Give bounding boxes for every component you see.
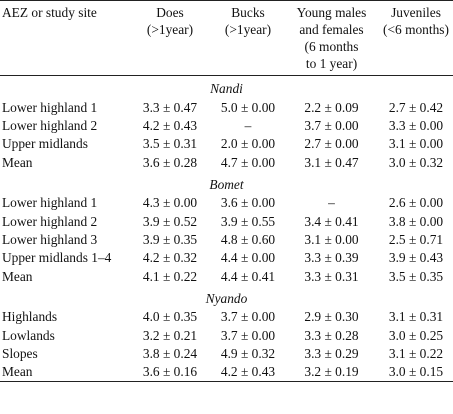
cell-does: 4.0 ± 0.35	[142, 309, 198, 325]
cell-site: Lowlands	[2, 327, 55, 343]
header-row: AEZ or study site Does (>1year) Bucks (>1y…	[0, 0, 453, 76]
table-row: Mean 3.6 ± 0.28 4.7 ± 0.00 3.1 ± 0.47 3.0 ± …	[0, 153, 453, 171]
cell-juveniles: 3.5 ± 0.35	[388, 268, 444, 284]
table-row: Slopes 3.8 ± 0.24 4.9 ± 0.32 3.3 ± 0.29 3.1 …	[0, 344, 453, 362]
cell-bucks: –	[244, 118, 252, 134]
cell-bucks: 3.9 ± 0.55	[220, 213, 276, 229]
table-row: Mean 4.1 ± 0.22 4.4 ± 0.41 3.3 ± 0.31 3.5 ± …	[0, 267, 453, 285]
section-row: Nandi	[0, 76, 453, 99]
table-header: AEZ or study site Does (>1year) Bucks (>1y…	[0, 0, 453, 76]
section-heading: Bomet	[209, 176, 244, 192]
header-young: Young males and females (6 months to 1 year…	[284, 1, 379, 76]
cell-does: 4.2 ± 0.43	[142, 118, 198, 134]
cell-does: 4.2 ± 0.32	[142, 250, 198, 266]
cell-does: 3.9 ± 0.52	[142, 213, 198, 229]
cell-does: 3.5 ± 0.31	[142, 136, 198, 152]
header-does-text: Does (>1year)	[146, 5, 194, 37]
cell-bucks: 2.0 ± 0.00	[220, 136, 276, 152]
cell-juveniles: 3.0 ± 0.25	[388, 327, 444, 343]
cell-site: Mean	[2, 268, 33, 284]
cell-young: 3.3 ± 0.39	[304, 250, 359, 266]
cell-does: 4.3 ± 0.00	[142, 195, 198, 211]
cell-young: –	[328, 195, 335, 211]
header-juveniles-text: Juveniles (<6 months)	[383, 5, 449, 37]
table-body: Nandi Lower highland 1 3.3 ± 0.47 5.0 ± 0.0…	[0, 76, 453, 382]
cell-bucks: 4.4 ± 0.41	[220, 268, 276, 284]
cell-site: Mean	[2, 154, 33, 170]
cell-young: 2.2 ± 0.09	[304, 99, 359, 115]
section-row: Nyando	[0, 286, 453, 308]
cell-young: 3.3 ± 0.28	[304, 327, 359, 343]
header-does: Does (>1year)	[128, 1, 212, 76]
body-condition-table: AEZ or study site Does (>1year) Bucks (>1y…	[0, 0, 453, 382]
cell-young: 3.2 ± 0.19	[304, 364, 359, 380]
cell-bucks: 4.4 ± 0.00	[220, 250, 276, 266]
cell-site: Mean	[2, 364, 33, 380]
table-row: Highlands 4.0 ± 0.35 3.7 ± 0.00 2.9 ± 0.30 3…	[0, 308, 453, 326]
cell-bucks: 5.0 ± 0.00	[220, 99, 276, 115]
header-juveniles: Juveniles (<6 months)	[379, 1, 453, 76]
cell-bucks: 3.6 ± 0.00	[220, 195, 276, 211]
cell-site: Lower highland 1	[2, 195, 98, 211]
table-row: Upper midlands 1–4 4.2 ± 0.32 4.4 ± 0.00 3.…	[0, 249, 453, 267]
cell-juveniles: 3.1 ± 0.22	[388, 345, 444, 361]
table-row: Upper midlands 3.5 ± 0.31 2.0 ± 0.00 2.7 ± …	[0, 135, 453, 153]
cell-does: 3.3 ± 0.47	[142, 99, 198, 115]
cell-young: 3.1 ± 0.00	[304, 232, 359, 248]
cell-young: 2.9 ± 0.30	[304, 309, 359, 325]
cell-young: 3.3 ± 0.29	[304, 345, 359, 361]
table-row: Lower highland 1 3.3 ± 0.47 5.0 ± 0.00 2.2 …	[0, 98, 453, 116]
table-row: Mean 3.6 ± 0.16 4.2 ± 0.43 3.2 ± 0.19 3.0 ± …	[0, 363, 453, 382]
header-young-text: Young males and females (6 months to 1 year…	[296, 5, 367, 71]
cell-juveniles: 2.7 ± 0.42	[388, 99, 444, 115]
table-row: Lower highland 1 4.3 ± 0.00 3.6 ± 0.00 – 2.6…	[0, 194, 453, 212]
cell-juveniles: 3.0 ± 0.32	[388, 154, 444, 170]
cell-does: 4.1 ± 0.22	[142, 268, 198, 284]
cell-site: Lower highland 1	[2, 99, 98, 115]
table-row: Lower highland 2 4.2 ± 0.43 – 3.7 ± 0.00 3.3…	[0, 116, 453, 134]
cell-young: 3.4 ± 0.41	[304, 213, 359, 229]
table-row: Lowlands 3.2 ± 0.21 3.7 ± 0.00 3.3 ± 0.28 3.…	[0, 326, 453, 344]
cell-young: 3.3 ± 0.31	[304, 268, 359, 284]
cell-bucks: 4.9 ± 0.32	[220, 345, 276, 361]
cell-juveniles: 3.1 ± 0.00	[388, 136, 444, 152]
cell-bucks: 4.7 ± 0.00	[220, 154, 276, 170]
cell-young: 2.7 ± 0.00	[304, 136, 359, 152]
cell-site: Highlands	[2, 309, 58, 325]
cell-bucks: 3.7 ± 0.00	[220, 309, 276, 325]
cell-juveniles: 3.0 ± 0.15	[388, 364, 444, 380]
cell-site: Slopes	[2, 345, 38, 361]
cell-young: 3.7 ± 0.00	[304, 118, 359, 134]
cell-site: Lower highland 2	[2, 213, 98, 229]
cell-juveniles: 2.5 ± 0.71	[388, 232, 444, 248]
cell-bucks: 4.2 ± 0.43	[220, 364, 276, 380]
cell-does: 3.8 ± 0.24	[142, 345, 198, 361]
cell-does: 3.6 ± 0.16	[142, 364, 198, 380]
section-heading: Nyando	[205, 290, 248, 306]
table-row: Lower highland 2 3.9 ± 0.52 3.9 ± 0.55 3.4 …	[0, 212, 453, 230]
header-bucks: Bucks (>1year)	[212, 1, 284, 76]
header-site: AEZ or study site	[2, 5, 97, 20]
cell-does: 3.9 ± 0.35	[142, 232, 198, 248]
cell-young: 3.1 ± 0.47	[304, 154, 359, 170]
cell-does: 3.6 ± 0.28	[142, 154, 198, 170]
section-heading: Nandi	[210, 81, 243, 96]
cell-juveniles: 2.6 ± 0.00	[388, 195, 444, 211]
cell-site: Upper midlands	[2, 136, 88, 152]
table-row: Lower highland 3 3.9 ± 0.35 4.8 ± 0.60 3.1 …	[0, 230, 453, 248]
cell-site: Upper midlands 1–4	[2, 250, 112, 266]
cell-bucks: 3.7 ± 0.00	[220, 327, 276, 343]
cell-site: Lower highland 3	[2, 232, 98, 248]
cell-does: 3.2 ± 0.21	[142, 327, 198, 343]
cell-juveniles: 3.9 ± 0.43	[388, 250, 444, 266]
cell-juveniles: 3.8 ± 0.00	[388, 213, 444, 229]
section-row: Bomet	[0, 172, 453, 194]
header-bucks-text: Bucks (>1year)	[224, 5, 272, 37]
cell-site: Lower highland 2	[2, 118, 98, 134]
cell-juveniles: 3.1 ± 0.31	[388, 309, 444, 325]
cell-juveniles: 3.3 ± 0.00	[388, 118, 444, 134]
cell-bucks: 4.8 ± 0.60	[220, 232, 276, 248]
